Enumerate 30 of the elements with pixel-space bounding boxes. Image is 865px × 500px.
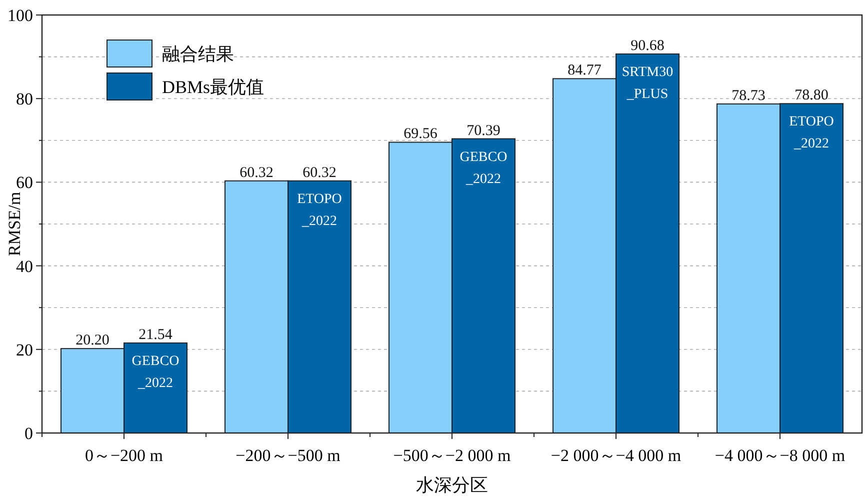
data-label: 21.54 bbox=[138, 326, 173, 343]
x-tick-label: −500～−2 000 m bbox=[393, 446, 511, 465]
y-tick-label: 60 bbox=[16, 173, 33, 192]
x-tick-label: −200～−500 m bbox=[236, 446, 340, 465]
data-label: 60.32 bbox=[240, 164, 274, 181]
legend-label: 融合结果 bbox=[162, 44, 234, 64]
y-tick-label: 100 bbox=[8, 6, 33, 25]
data-label: 69.56 bbox=[404, 126, 438, 142]
x-tick-label: −4 000～−8 000 m bbox=[714, 446, 846, 465]
data-label: 60.32 bbox=[302, 164, 336, 181]
annotation: ETOPO _2022 bbox=[297, 192, 342, 229]
y-tick-label: 40 bbox=[16, 256, 33, 276]
y-tick-label: 0 bbox=[24, 424, 33, 443]
y-axis-title: RMSE/m bbox=[5, 192, 24, 256]
x-axis-title: 水深分区 bbox=[416, 475, 488, 495]
annotation: SRTM30 _PLUS bbox=[622, 64, 674, 102]
data-label: 84.77 bbox=[568, 62, 602, 79]
data-label: 78.80 bbox=[794, 88, 828, 104]
y-tick-label: 20 bbox=[16, 340, 33, 360]
data-label: 90.68 bbox=[630, 38, 664, 54]
legend-label: DBMs最优值 bbox=[162, 77, 264, 97]
data-label: 78.73 bbox=[732, 88, 766, 104]
x-tick-label: 0～−200 m bbox=[84, 446, 164, 465]
y-tick-label: 80 bbox=[16, 90, 33, 109]
data-label: 20.20 bbox=[76, 332, 110, 349]
x-tick-label: −2 000～−4 000 m bbox=[550, 446, 682, 465]
annotation: GEBCO _2022 bbox=[132, 354, 180, 391]
annotation: ETOPO _2022 bbox=[789, 114, 834, 152]
data-label: 70.39 bbox=[466, 122, 500, 139]
annotation: GEBCO _2022 bbox=[460, 150, 508, 187]
